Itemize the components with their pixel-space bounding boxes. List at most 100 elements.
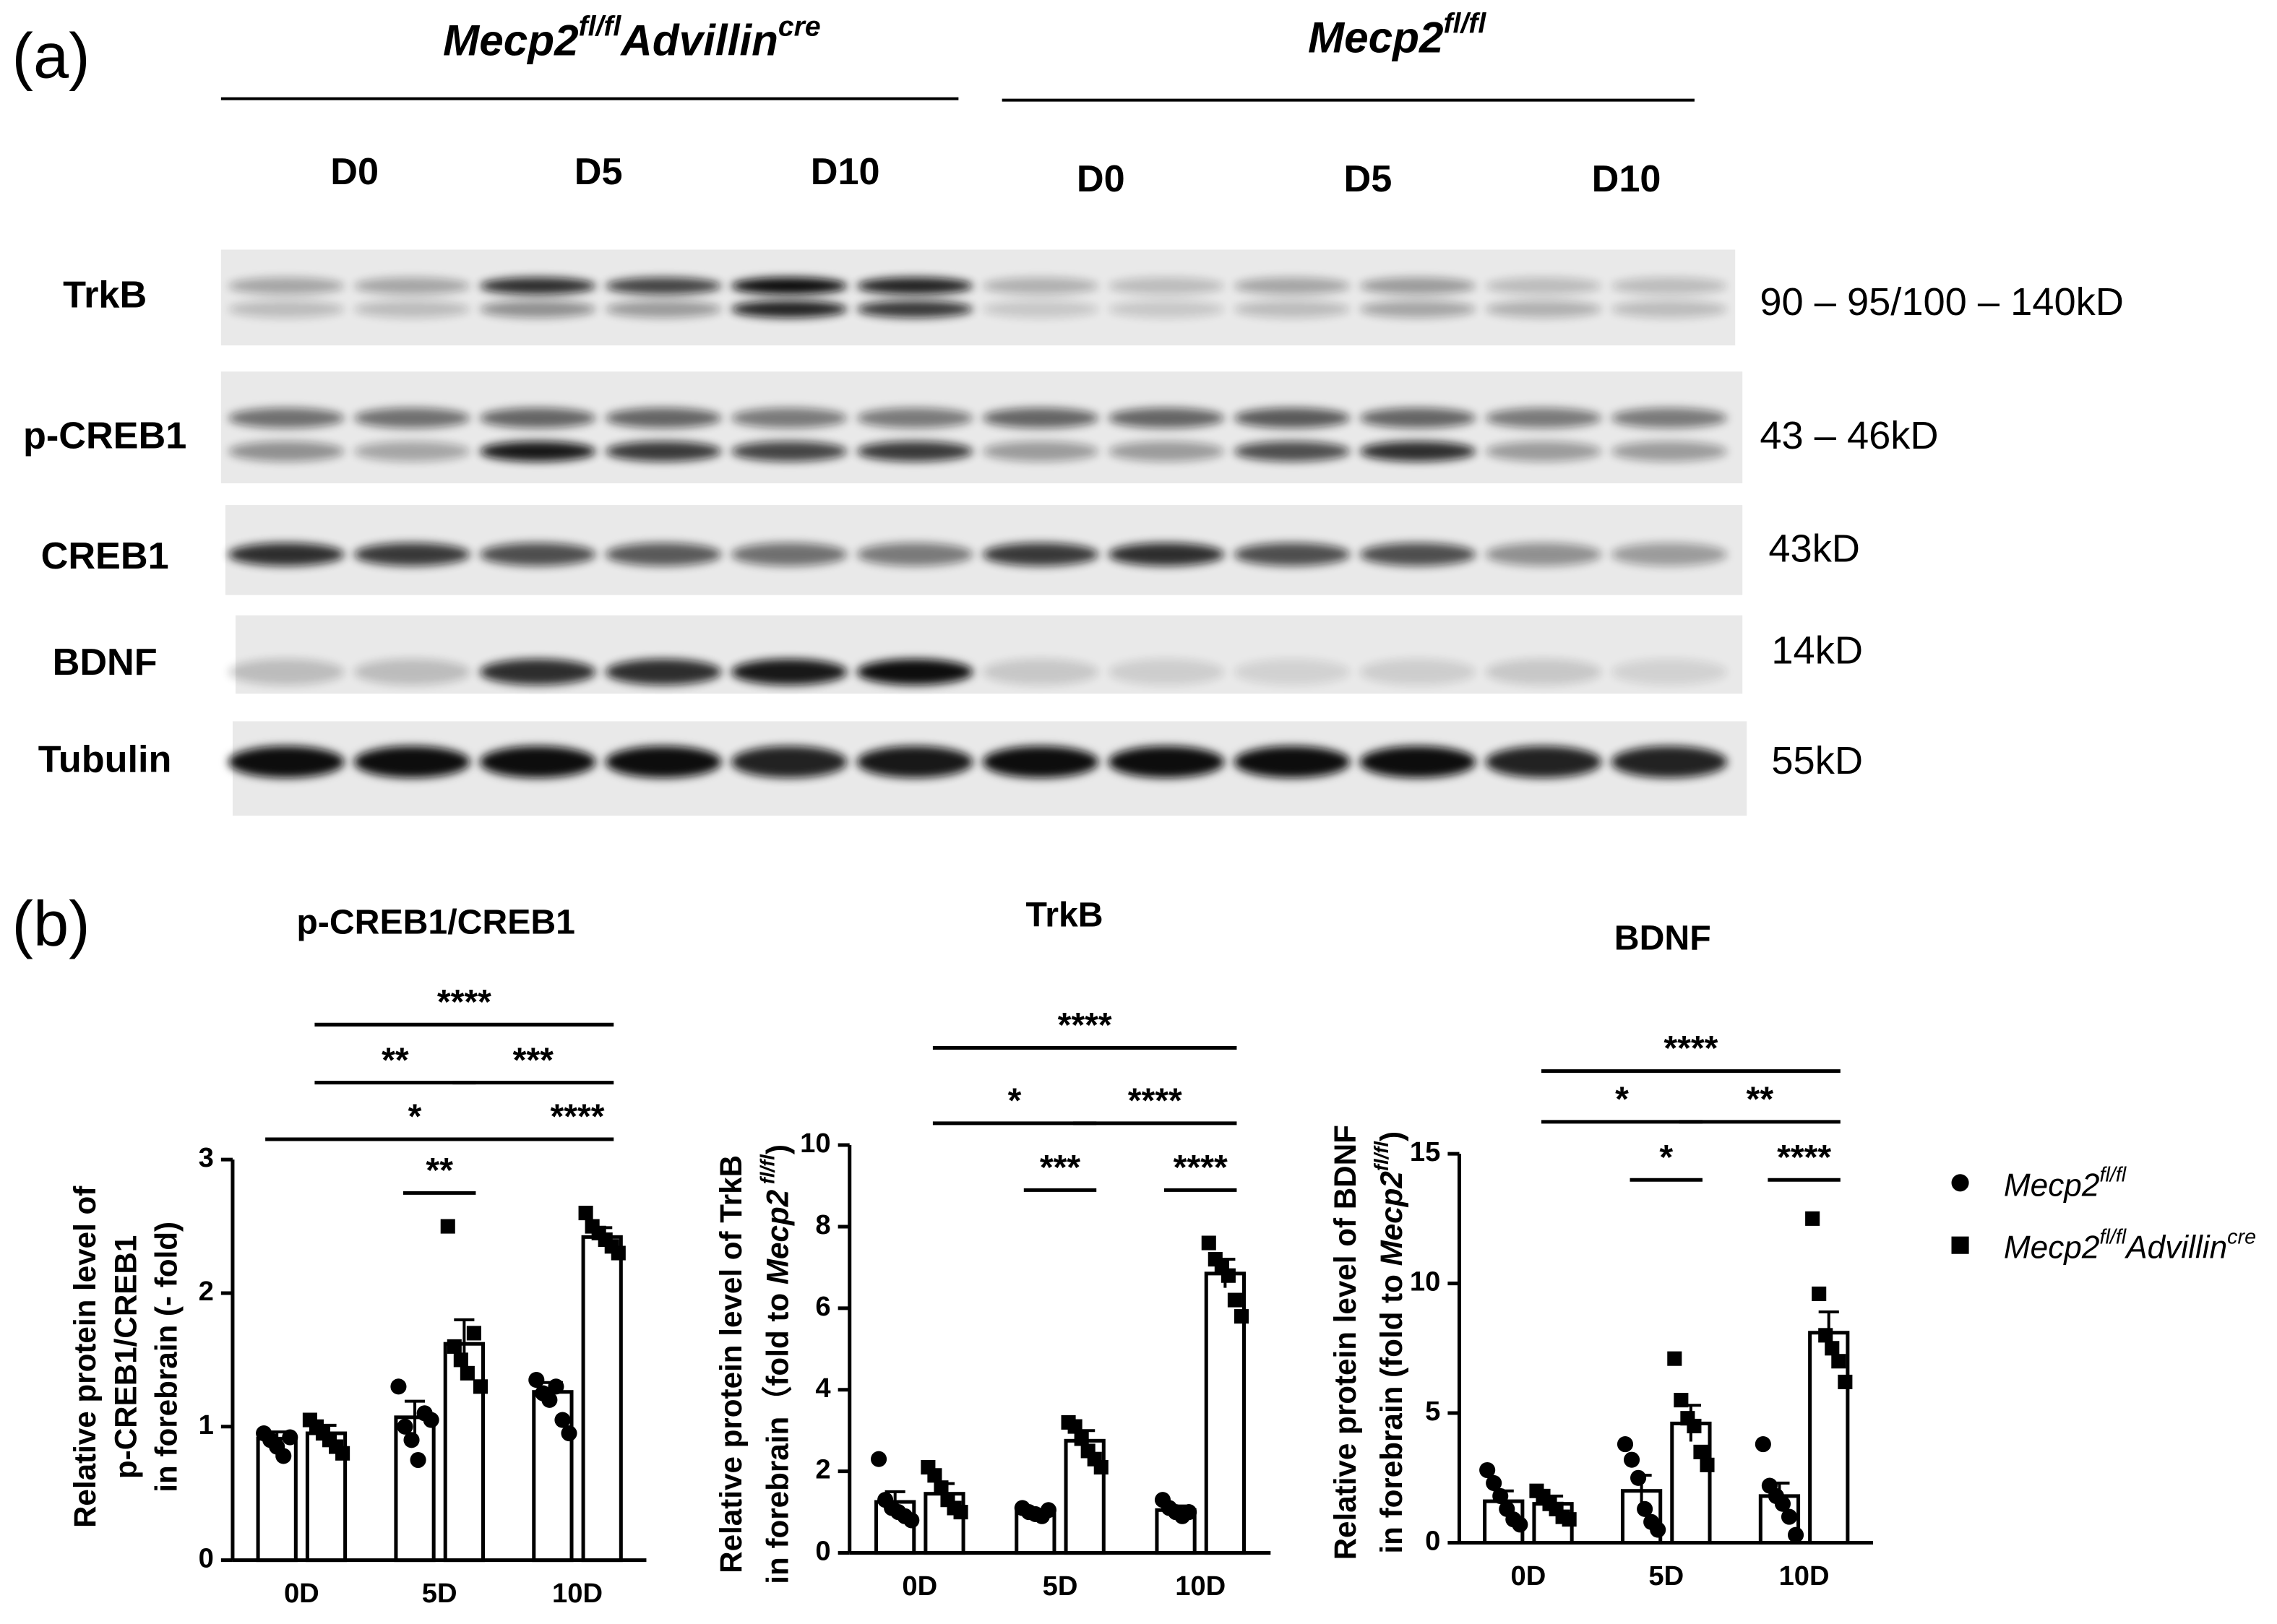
data-point (466, 1326, 481, 1341)
y-axis-label: in forebrain（fold to Mecp2 fl/fl) (756, 1144, 794, 1584)
data-point (1630, 1469, 1647, 1486)
data-point (1492, 1487, 1509, 1504)
data-point (1562, 1512, 1577, 1527)
y-tick-label: 4 (815, 1373, 831, 1404)
data-point (1181, 1504, 1197, 1521)
blot-band (1108, 300, 1225, 318)
size-label: 55kD (1771, 739, 1863, 782)
data-point (460, 1365, 475, 1381)
y-tick-label: 0 (1425, 1526, 1440, 1557)
y-tick-label: 1 (199, 1409, 214, 1441)
blot-band (1485, 543, 1602, 566)
text-part: Advillin (619, 15, 778, 64)
blot-band (982, 746, 1099, 778)
y-tick-label: 2 (815, 1454, 830, 1485)
data-point (1667, 1351, 1682, 1366)
y-tick-label: 10 (1410, 1266, 1440, 1297)
blot-band (479, 746, 596, 778)
y-tick-label: 3 (199, 1142, 214, 1173)
text-part: in forebrain (fold to (1374, 1266, 1408, 1553)
blot-band (605, 746, 722, 778)
data-point (453, 1352, 468, 1368)
blot-band (856, 659, 973, 686)
blot-band (353, 543, 470, 566)
size-label: 43 – 46kD (1760, 414, 1938, 457)
blot-band (605, 659, 722, 686)
text-part: Mecp2 (2004, 1230, 2100, 1265)
blot-band (1611, 407, 1728, 428)
y-tick-label: 8 (815, 1209, 830, 1240)
lane-label: D5 (574, 151, 623, 193)
blot-band (605, 300, 722, 318)
chart-title: BDNF (1614, 919, 1711, 958)
data-point (1221, 1268, 1236, 1283)
data-point (1623, 1451, 1640, 1468)
blot-band (1234, 277, 1351, 295)
data-point (410, 1451, 426, 1469)
blot-band (856, 407, 973, 428)
bar (1670, 1421, 1712, 1545)
significance-label: **** (1777, 1138, 1831, 1177)
blot-band (605, 441, 722, 462)
significance-label: *** (1040, 1148, 1081, 1187)
blot-band (731, 746, 848, 778)
significance-label: ** (426, 1151, 453, 1190)
blot-band (1485, 300, 1602, 318)
protein-label: p-CREB1 (23, 415, 186, 457)
x-tick-label: 10D (1779, 1560, 1830, 1591)
y-axis-label: in forebrain (fold to Mecp2fl/fl) (1370, 1131, 1408, 1554)
text-part: fl/fl (1370, 1141, 1393, 1171)
significance-label: **** (1058, 1006, 1112, 1045)
blot-band (1359, 441, 1476, 462)
data-point (335, 1446, 350, 1461)
blot-band (605, 277, 722, 295)
blot-band (353, 659, 470, 686)
blot-band (1234, 746, 1351, 778)
data-point (1674, 1393, 1689, 1408)
x-tick-label: 0D (902, 1571, 937, 1602)
data-point (1067, 1419, 1082, 1434)
blot-band (1234, 441, 1351, 462)
blot-band (228, 543, 345, 566)
blot-band (1108, 441, 1225, 462)
blot-band (1234, 659, 1351, 686)
blot-strip (220, 371, 1743, 483)
text-part: Relative protein level of (68, 1185, 102, 1528)
blot-band (228, 746, 345, 778)
blot-strip (220, 249, 1736, 346)
text-part: fl/fl (579, 11, 622, 42)
x-tick-label: 10D (1175, 1571, 1226, 1602)
text-part: Mecp2 (1374, 1171, 1408, 1266)
blot-band (1485, 746, 1602, 778)
data-point (554, 1412, 571, 1428)
blot-band (1359, 746, 1476, 778)
error-bar (404, 1399, 426, 1434)
blot-band (1234, 407, 1351, 428)
text-part: fl/fl (2099, 1163, 2127, 1186)
data-point (578, 1206, 593, 1221)
blot-band (1108, 277, 1225, 295)
x-tick-label: 5D (422, 1578, 457, 1609)
x-tick-label: 0D (284, 1578, 319, 1609)
blot-band (1234, 543, 1351, 566)
blot-band (1611, 300, 1728, 318)
blot-band (1485, 441, 1602, 462)
lane-label: D0 (1077, 158, 1125, 200)
y-tick-label: 0 (199, 1543, 214, 1574)
data-point (1774, 1495, 1791, 1512)
blot-band (353, 441, 470, 462)
data-point (1234, 1309, 1249, 1324)
data-point (871, 1451, 887, 1467)
data-point (548, 1378, 564, 1395)
blot-band (982, 300, 1099, 318)
lane-label: D0 (330, 151, 379, 193)
text-part: cre (2227, 1225, 2256, 1248)
data-point (1700, 1457, 1715, 1472)
text-part: Mecp2 (1308, 12, 1444, 61)
data-point (1479, 1461, 1496, 1479)
blot-band (353, 746, 470, 778)
y-tick-label: 15 (1410, 1136, 1440, 1167)
y-tick-label: 10 (800, 1128, 830, 1159)
protein-label: BDNF (53, 642, 158, 683)
